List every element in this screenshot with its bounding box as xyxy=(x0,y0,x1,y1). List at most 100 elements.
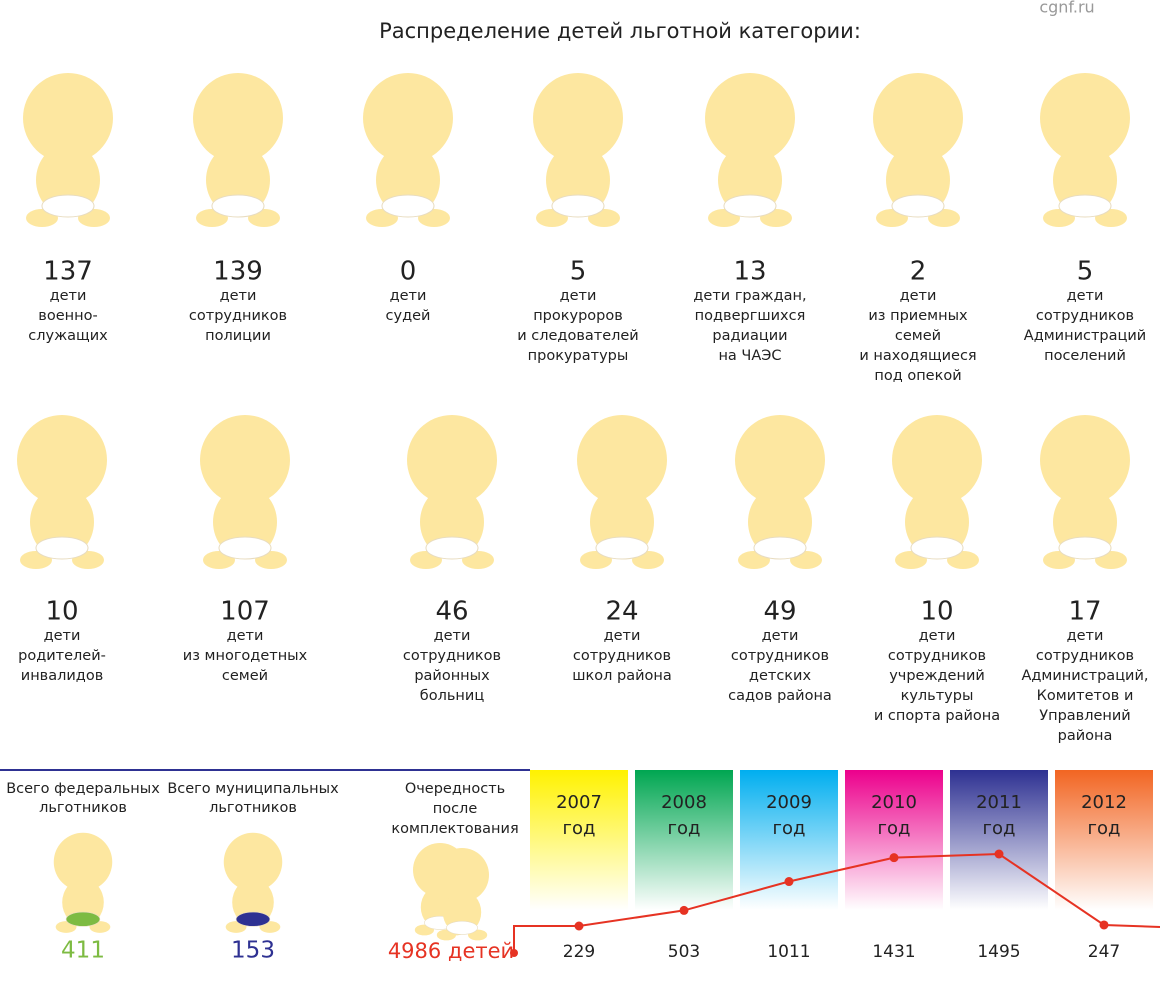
baby-diaper xyxy=(381,194,435,218)
count-label: сотрудников xyxy=(573,648,671,664)
count-label: сотрудников xyxy=(189,308,287,324)
baby-head xyxy=(223,832,283,892)
year-value: 1495 xyxy=(977,942,1020,962)
count-label: под опекой xyxy=(874,368,961,384)
count-label: полиции xyxy=(205,328,271,344)
baby xyxy=(17,415,107,569)
baby-head xyxy=(193,73,283,163)
count-label: Администраций, xyxy=(1021,668,1148,684)
year-label: год xyxy=(773,818,806,839)
baby xyxy=(363,73,453,227)
count-label: дети xyxy=(44,628,81,644)
total-label: Всего муниципальных xyxy=(167,781,339,797)
count-label: районных xyxy=(414,668,490,684)
baby xyxy=(892,415,982,569)
year-label: год xyxy=(668,818,701,839)
count: 24 xyxy=(605,597,638,627)
count-label: семей xyxy=(222,668,268,684)
count: 2 xyxy=(910,257,927,287)
count-label: дети xyxy=(762,628,799,644)
count-label: и спорта района xyxy=(874,708,1000,724)
baby-head xyxy=(200,415,290,505)
count-label: дети xyxy=(604,628,641,644)
baby xyxy=(1040,73,1130,227)
count-label: поселений xyxy=(1044,348,1126,364)
count: 5 xyxy=(570,257,587,287)
year-label: 2011 xyxy=(976,792,1022,813)
baby-head xyxy=(363,73,453,163)
baby-diaper xyxy=(1058,536,1112,560)
count-label: культуры xyxy=(901,688,974,704)
year-label: 2012 xyxy=(1081,792,1127,813)
year-band xyxy=(950,770,1048,910)
queue-label: после xyxy=(433,801,478,817)
point xyxy=(679,905,689,915)
count-label: и следователей xyxy=(517,328,639,344)
baby xyxy=(223,832,283,933)
count-label: военно- xyxy=(38,308,97,324)
count-label: из многодетных xyxy=(183,648,308,664)
count-label: радиации xyxy=(712,328,787,344)
baby-head xyxy=(705,73,795,163)
baby xyxy=(577,415,667,569)
baby xyxy=(53,832,113,933)
year-band xyxy=(1055,770,1153,910)
point xyxy=(574,921,584,931)
year-value: 247 xyxy=(1088,942,1120,962)
baby xyxy=(193,73,283,227)
count-label: района xyxy=(1058,728,1113,744)
count-label: Комитетов и xyxy=(1037,688,1134,704)
count: 0 xyxy=(400,257,417,287)
baby-head xyxy=(892,415,982,505)
baby-head xyxy=(873,73,963,163)
count-label: школ района xyxy=(572,668,672,684)
baby-diaper xyxy=(1058,194,1112,218)
count: 107 xyxy=(220,597,270,627)
baby-diaper xyxy=(235,911,271,927)
count-label: на ЧАЭС xyxy=(718,348,781,364)
baby xyxy=(435,848,489,941)
count-label: Управлений xyxy=(1039,708,1130,724)
count-label: прокуроров xyxy=(533,308,623,324)
total-label: льготников xyxy=(39,800,127,816)
count-label: инвалидов xyxy=(21,668,103,684)
baby-head xyxy=(577,415,667,505)
point xyxy=(994,849,1004,859)
count-label: сотрудников xyxy=(731,648,829,664)
queue-label: комплектования xyxy=(391,821,518,837)
count: 10 xyxy=(45,597,78,627)
year-value: 1011 xyxy=(767,942,810,962)
count-label: из приемных xyxy=(868,308,968,324)
baby-head xyxy=(435,848,489,902)
count-label: сотрудников xyxy=(1036,648,1134,664)
queue-value: 4986 детей xyxy=(388,939,514,963)
baby-diaper xyxy=(723,194,777,218)
count-label: больниц xyxy=(420,688,485,704)
baby-head xyxy=(1040,73,1130,163)
baby xyxy=(1040,415,1130,569)
count-label: подвергшихся xyxy=(695,308,806,324)
year-label: год xyxy=(878,818,911,839)
baby-diaper xyxy=(891,194,945,218)
baby-head xyxy=(407,415,497,505)
baby-diaper xyxy=(551,194,605,218)
year-band xyxy=(740,770,838,910)
year-label: год xyxy=(1088,818,1121,839)
queue-label: Очередность xyxy=(405,781,505,797)
baby xyxy=(735,415,825,569)
baby xyxy=(407,415,497,569)
year-label: 2010 xyxy=(871,792,917,813)
year-label: 2009 xyxy=(766,792,812,813)
year-label: год xyxy=(563,818,596,839)
total-label: Всего федеральных xyxy=(6,781,160,797)
count-label: дети xyxy=(1067,288,1104,304)
baby-head xyxy=(1040,415,1130,505)
count: 49 xyxy=(763,597,796,627)
total-value: 411 xyxy=(61,938,105,964)
count: 139 xyxy=(213,257,263,287)
count-label: судей xyxy=(386,308,431,324)
title: Распределение детей льготной категории: xyxy=(379,19,861,43)
count-label: прокуратуры xyxy=(528,348,629,364)
total-label: льготников xyxy=(209,800,297,816)
baby-diaper xyxy=(65,911,101,927)
